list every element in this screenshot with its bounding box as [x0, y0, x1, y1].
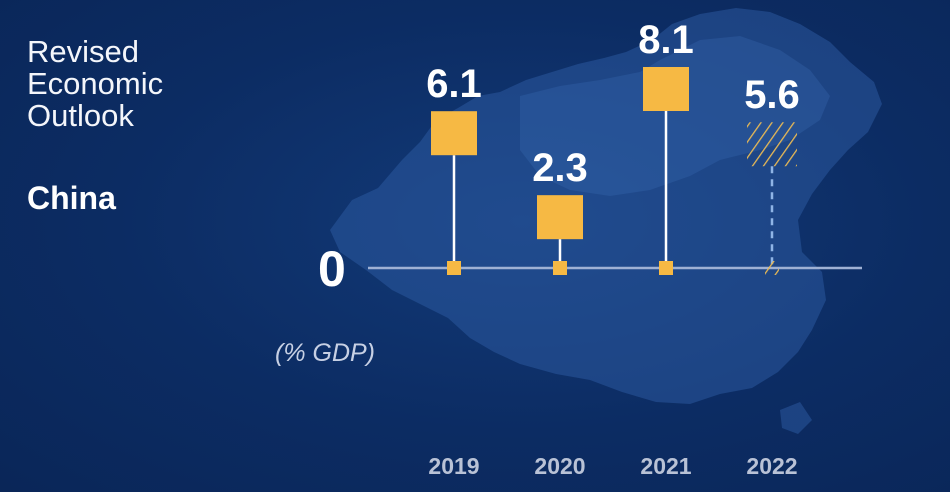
year-tick-label: 2021	[640, 453, 691, 479]
value-marker	[537, 195, 583, 240]
chart-title: Revised Economic Outlook	[27, 36, 227, 132]
value-label: 5.6	[744, 73, 800, 117]
units-label: (% GDP)	[275, 339, 375, 367]
zero-axis-label: 0	[318, 241, 346, 297]
baseline-marker	[553, 261, 567, 275]
value-label: 8.1	[638, 18, 694, 62]
baseline-marker	[659, 261, 673, 275]
baseline-marker	[447, 261, 461, 275]
year-tick-label: 2020	[534, 453, 585, 479]
value-marker	[643, 67, 689, 111]
projected-value-marker	[747, 122, 797, 167]
baseline-marker	[765, 261, 779, 275]
value-marker	[431, 111, 477, 156]
title-line-1: Revised	[27, 34, 139, 69]
value-label: 6.1	[426, 62, 482, 106]
year-tick-label: 2019	[428, 453, 479, 479]
country-label: China	[27, 180, 116, 216]
title-line-3: Outlook	[27, 98, 134, 133]
year-tick-label: 2022	[746, 453, 797, 479]
value-label: 2.3	[532, 146, 588, 190]
title-line-2: Economic	[27, 66, 164, 101]
